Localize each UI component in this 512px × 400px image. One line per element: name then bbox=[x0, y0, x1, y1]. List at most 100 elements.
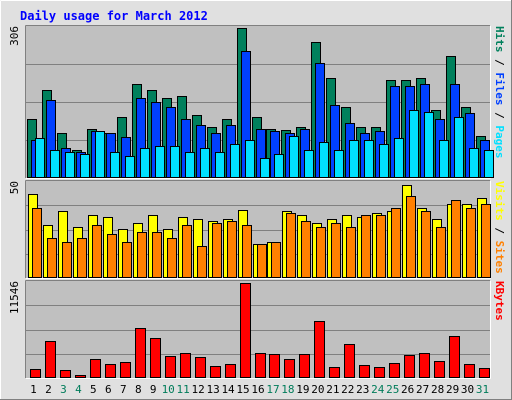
legend-entry: Visits bbox=[493, 181, 506, 221]
bar-pages-day-10: Pages 10: 65 bbox=[170, 146, 180, 178]
legend-entry: Pages bbox=[493, 125, 506, 158]
x-tick-label-28: 28 bbox=[431, 383, 444, 396]
bar-kbytes-day-8: KBytes 8: 6020 bbox=[135, 328, 146, 378]
bar-pages-day-2: Pages 2: 57 bbox=[50, 150, 60, 178]
legend-entry: Files bbox=[493, 72, 506, 105]
bar-pages-day-24: Pages 24: 69 bbox=[379, 144, 389, 178]
panel-visits: Visits 1: 44Visits 2: 28Visits 3: 35Visi… bbox=[8, 180, 506, 279]
bar-sites-day-22: Sites 22: 27 bbox=[346, 227, 356, 278]
y-max-label-visits: 50 bbox=[8, 181, 21, 194]
bar-pages-day-26: Pages 26: 139 bbox=[409, 110, 419, 178]
bar-sites-day-16: Sites 16: 18 bbox=[257, 244, 267, 278]
bar-pages-day-3: Pages 3: 53 bbox=[65, 152, 75, 178]
x-tick-label-26: 26 bbox=[401, 383, 414, 396]
bar-sites-day-23: Sites 23: 33 bbox=[361, 215, 371, 278]
bar-sites-day-4: Sites 4: 21 bbox=[77, 238, 87, 278]
bar-sites-day-13: Sites 13: 29 bbox=[212, 223, 222, 278]
bar-sites-day-27: Sites 27: 35 bbox=[421, 211, 431, 278]
bar-kbytes-day-18: KBytes 18: 2300 bbox=[284, 359, 295, 378]
bar-pages-day-22: Pages 22: 77 bbox=[349, 140, 359, 178]
x-tick-label-24: 24 bbox=[371, 383, 385, 396]
bar-pages-day-6: Pages 6: 53 bbox=[110, 152, 120, 178]
bar-sites-day-1: Sites 1: 37 bbox=[32, 208, 42, 278]
legend-visits: Visits / Sites bbox=[493, 181, 506, 274]
bar-pages-day-9: Pages 9: 65 bbox=[155, 146, 165, 178]
x-tick-label-12: 12 bbox=[192, 383, 205, 396]
bar-sites-day-9: Sites 9: 24 bbox=[152, 232, 162, 278]
bar-pages-day-18: Pages 18: 85 bbox=[289, 136, 299, 178]
chart-panels: Hits 1: 120Hits 2: 179Hits 3: 92Hits 4: … bbox=[8, 25, 506, 379]
bar-sites-day-3: Sites 3: 19 bbox=[62, 242, 72, 278]
bar-sites-day-6: Sites 6: 23 bbox=[107, 234, 117, 278]
bar-sites-day-18: Sites 18: 34 bbox=[286, 213, 296, 278]
bar-kbytes-day-24: KBytes 24: 1280 bbox=[374, 367, 385, 378]
bar-sites-day-7: Sites 7: 19 bbox=[122, 242, 132, 278]
x-tick-label-8: 8 bbox=[135, 383, 142, 396]
x-tick-label-15: 15 bbox=[236, 383, 249, 396]
x-tick-label-20: 20 bbox=[311, 383, 324, 396]
bar-kbytes-day-17: KBytes 17: 2960 bbox=[269, 354, 280, 378]
series-sites: Sites 1: 37 Sites 2: 21 Sites 3: 19 Sites 4… bbox=[32, 196, 491, 278]
bar-pages-day-17: Pages 17: 49 bbox=[274, 154, 284, 178]
legend-hits: Hits / Files / Pages bbox=[493, 26, 506, 159]
series-pages: Pages 1: 81 Pages 2: 57 Pages 3: 53 Pages 4… bbox=[35, 110, 494, 178]
bar-pages-day-16: Pages 16: 41 bbox=[260, 158, 270, 178]
bar-kbytes-day-16: KBytes 16: 3070 bbox=[255, 353, 266, 378]
bar-sites-day-24: Sites 24: 33 bbox=[376, 215, 386, 278]
bar-kbytes-day-23: KBytes 23: 1530 bbox=[359, 365, 370, 378]
bar-sites-day-15: Sites 15: 28 bbox=[242, 225, 252, 278]
bar-kbytes-day-12: KBytes 12: 2600 bbox=[195, 357, 206, 378]
x-tick-label-18: 18 bbox=[281, 383, 294, 396]
bar-sites-day-12: Sites 12: 17 bbox=[197, 246, 207, 278]
bar-kbytes-day-13: KBytes 13: 1400 bbox=[210, 366, 221, 378]
legend-entry: Sites bbox=[493, 241, 506, 274]
bar-pages-day-8: Pages 8: 61 bbox=[140, 148, 150, 178]
bar-sites-day-19: Sites 19: 30 bbox=[301, 221, 311, 278]
series-kbytes: KBytes 1: 1120 KBytes 2: 4450 KBytes 3: 95… bbox=[30, 283, 490, 378]
bar-pages-day-1: Pages 1: 81 bbox=[35, 138, 45, 178]
bar-kbytes-day-22: KBytes 22: 4190 bbox=[344, 344, 355, 378]
bar-sites-day-28: Sites 28: 27 bbox=[436, 227, 446, 278]
bar-kbytes-day-29: KBytes 29: 5070 bbox=[449, 336, 460, 378]
bar-pages-day-11: Pages 11: 53 bbox=[185, 152, 195, 178]
bar-sites-day-11: Sites 11: 28 bbox=[182, 225, 192, 278]
x-tick-label-16: 16 bbox=[251, 383, 264, 396]
y-max-label-kbytes: 11546 bbox=[8, 281, 21, 314]
x-tick-label-27: 27 bbox=[416, 383, 429, 396]
x-tick-label-10: 10 bbox=[162, 383, 175, 396]
bar-sites-day-29: Sites 29: 41 bbox=[451, 200, 461, 278]
bar-kbytes-day-14: KBytes 14: 1740 bbox=[225, 364, 236, 378]
x-tick-label-9: 9 bbox=[150, 383, 157, 396]
bar-pages-day-7: Pages 7: 45 bbox=[125, 156, 135, 178]
bar-pages-day-19: Pages 19: 57 bbox=[304, 150, 314, 178]
legend-entry: / bbox=[493, 53, 506, 73]
bar-pages-day-4: Pages 4: 49 bbox=[80, 154, 90, 178]
legend-kbytes: KBytes bbox=[493, 281, 506, 321]
bar-pages-day-25: Pages 25: 81 bbox=[394, 138, 404, 178]
y-max-label-hits: 306 bbox=[8, 26, 21, 46]
bar-sites-day-5: Sites 5: 28 bbox=[92, 225, 102, 278]
x-tick-label-6: 6 bbox=[105, 383, 112, 396]
x-tick-label-13: 13 bbox=[206, 383, 219, 396]
bar-pages-day-23: Pages 23: 77 bbox=[364, 140, 374, 178]
x-tick-label-17: 17 bbox=[266, 383, 279, 396]
bar-pages-day-31: Pages 31: 57 bbox=[484, 150, 494, 178]
x-tick-label-2: 2 bbox=[45, 383, 52, 396]
legend-entry: / bbox=[493, 106, 506, 126]
bar-sites-day-10: Sites 10: 21 bbox=[167, 238, 177, 278]
bar-sites-day-30: Sites 30: 37 bbox=[466, 208, 476, 278]
bar-sites-day-20: Sites 20: 27 bbox=[316, 227, 326, 278]
bar-pages-day-30: Pages 30: 61 bbox=[469, 148, 479, 178]
bar-sites-day-26: Sites 26: 43 bbox=[406, 196, 416, 278]
legend-entry: Hits bbox=[493, 26, 506, 53]
x-tick-label-19: 19 bbox=[296, 383, 309, 396]
bar-pages-day-29: Pages 29: 124 bbox=[454, 117, 464, 178]
bar-kbytes-day-3: KBytes 3: 950 bbox=[60, 370, 71, 378]
bar-kbytes-day-26: KBytes 26: 2850 bbox=[404, 355, 415, 378]
bar-kbytes-day-9: KBytes 9: 4920 bbox=[150, 338, 161, 378]
bar-sites-day-21: Sites 21: 29 bbox=[331, 223, 341, 278]
bar-pages-day-12: Pages 12: 61 bbox=[200, 148, 210, 178]
x-tick-label-14: 14 bbox=[221, 383, 235, 396]
x-tick-label-25: 25 bbox=[386, 383, 399, 396]
bar-pages-day-5: Pages 5: 96 bbox=[95, 131, 105, 178]
